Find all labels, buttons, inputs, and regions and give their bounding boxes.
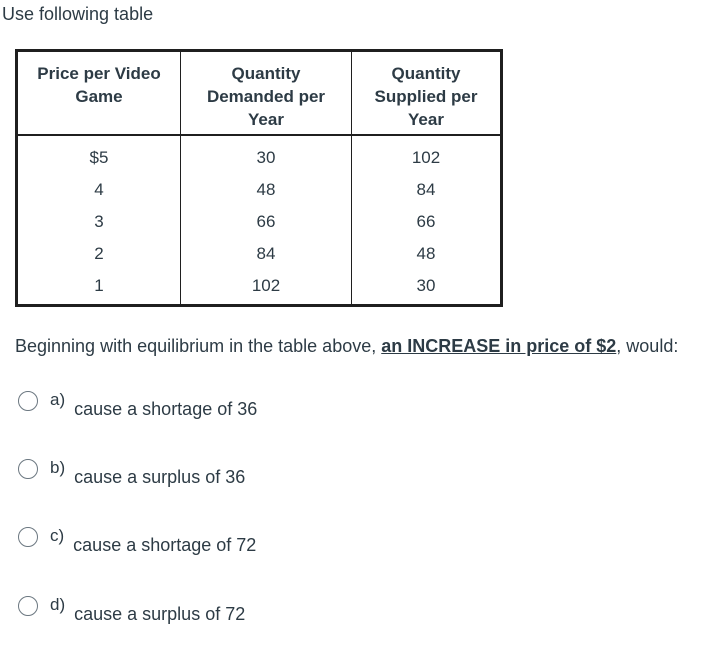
instruction-text: Use following table <box>2 4 154 24</box>
header-quantity-demanded: Quantity Demanded per Year <box>180 50 352 136</box>
option-d[interactable]: d) cause a surplus of 72 <box>18 595 246 626</box>
cell-quantity-supplied: 102 <box>411 148 441 167</box>
supply-demand-table: Price per Video Game Quantity Demanded p… <box>15 49 503 307</box>
radio-button-icon[interactable] <box>18 391 38 411</box>
cell-quantity-supplied: 30 <box>416 276 436 295</box>
header-demanded-line3: Year <box>248 110 284 129</box>
header-demanded-line1: Quantity <box>231 64 301 83</box>
header-price-line1: Price per Video <box>37 64 161 83</box>
table-row: $5 30 102 <box>16 135 502 174</box>
cell-price: 3 <box>16 206 181 238</box>
table-row: 3 66 66 <box>16 206 502 238</box>
question-suffix: , would: <box>616 336 679 356</box>
option-letter: c) <box>50 526 65 545</box>
header-price-line2: Game <box>75 87 123 106</box>
table-row: 4 48 84 <box>16 174 502 206</box>
option-letter: a) <box>50 390 66 409</box>
option-b[interactable]: b) cause a surplus of 36 <box>18 458 246 489</box>
cell-price: 4 <box>16 174 181 206</box>
option-label[interactable]: cause a shortage of 72 <box>73 535 257 555</box>
header-supplied-line1: Quantity <box>391 64 461 83</box>
option-label[interactable]: cause a shortage of 36 <box>74 399 258 419</box>
option-letter: b) <box>50 458 66 477</box>
table-row: 1 102 30 <box>16 270 502 306</box>
cell-quantity-supplied: 66 <box>416 212 436 231</box>
table-row: 2 84 48 <box>16 238 502 270</box>
cell-quantity-demanded: 66 <box>180 206 352 238</box>
question-emphasis: an INCREASE in price of $2 <box>381 336 617 356</box>
cell-quantity-supplied: 84 <box>416 180 436 199</box>
cell-quantity-demanded: 30 <box>180 135 352 174</box>
header-supplied-line3: Year <box>408 110 444 129</box>
option-a[interactable]: a) cause a shortage of 36 <box>18 390 258 421</box>
cell-price: $5 <box>16 135 181 174</box>
option-label[interactable]: cause a surplus of 72 <box>74 604 246 624</box>
header-supplied-line2: Supplied per <box>374 87 478 106</box>
cell-quantity-demanded: 48 <box>180 174 352 206</box>
cell-quantity-supplied: 48 <box>416 244 436 263</box>
option-label[interactable]: cause a surplus of 36 <box>74 467 246 487</box>
radio-button-icon[interactable] <box>18 527 38 547</box>
header-price: Price per Video Game <box>16 50 181 136</box>
header-demanded-line2: Demanded per <box>206 87 326 106</box>
radio-button-icon[interactable] <box>18 459 38 479</box>
cell-quantity-demanded: 84 <box>180 238 352 270</box>
radio-button-icon[interactable] <box>18 596 38 616</box>
cell-price: 2 <box>16 238 181 270</box>
header-quantity-supplied: Quantity Supplied per Year <box>351 50 502 136</box>
option-c[interactable]: c) cause a shortage of 72 <box>18 526 257 557</box>
cell-price: 1 <box>16 270 181 306</box>
question-text: Beginning with equilibrium in the table … <box>15 336 678 357</box>
cell-quantity-demanded: 102 <box>180 270 352 306</box>
table-header-row: Price per Video Game Quantity Demanded p… <box>16 50 502 136</box>
question-prefix: Beginning with equilibrium in the table … <box>15 336 382 356</box>
option-letter: d) <box>50 595 66 614</box>
